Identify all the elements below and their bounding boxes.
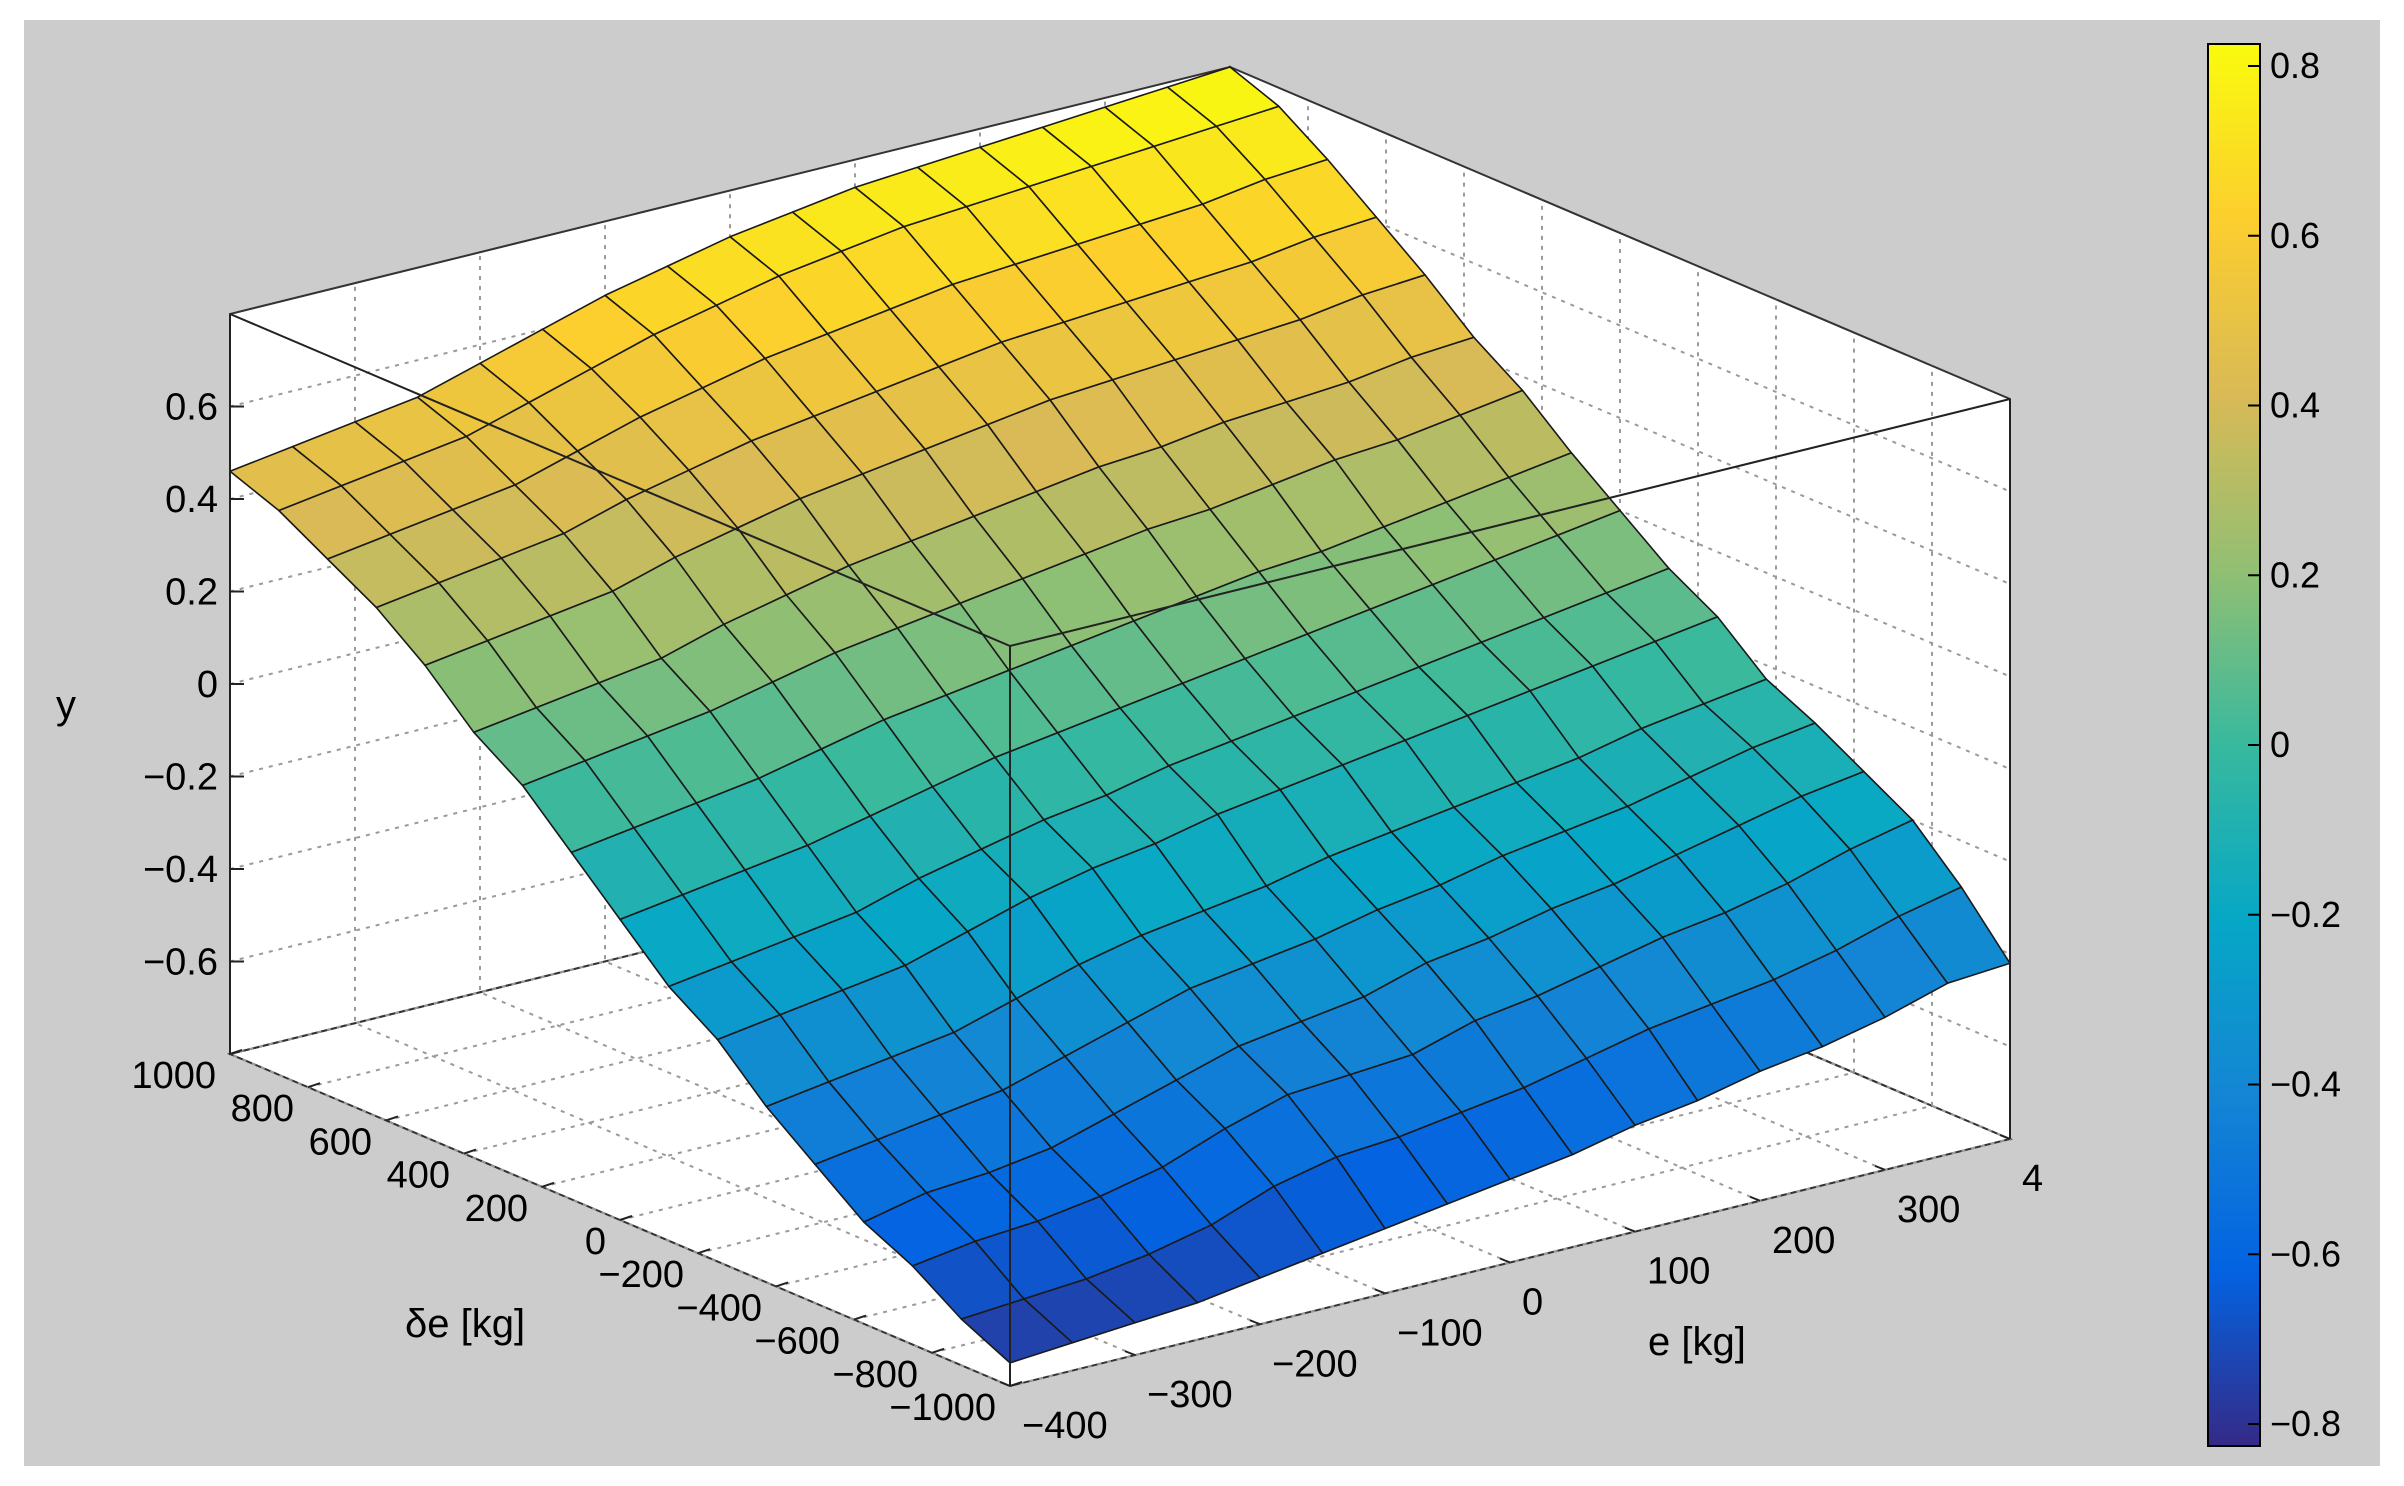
z-tick-label: −0.6: [143, 942, 218, 984]
colorbar: 0.8 0.6 0.4 0.2 0 −0.2 −0.4 −0.6 −0.8: [2207, 43, 2341, 1447]
colorbar-tick-label: −0.6: [2270, 1233, 2341, 1274]
y-tick-mark: [463, 1148, 477, 1155]
y-tick-label: 600: [309, 1121, 372, 1163]
x-tick-mark: [1999, 1134, 2011, 1140]
y-tick-label: 400: [387, 1155, 450, 1197]
y-tick-mark: [697, 1248, 711, 1255]
y-tick-label: 1000: [131, 1055, 216, 1097]
y-tick-label: −1000: [889, 1387, 996, 1429]
z-tick-label: 0.2: [165, 572, 218, 614]
y-tick-mark: [931, 1347, 945, 1354]
x-tick-label: −100: [1397, 1312, 1483, 1354]
x-axis-label: e [kg]: [1648, 1320, 1746, 1364]
x-tick-label: −200: [1272, 1343, 1358, 1385]
colorbar-tick-label: −0.8: [2270, 1403, 2341, 1444]
colorbar-tick-label: −0.4: [2270, 1064, 2341, 1105]
y-tick-mark: [229, 1049, 243, 1055]
colorbar-tick-label: 0.4: [2270, 385, 2320, 426]
x-tick-label: 100: [1647, 1251, 1710, 1293]
y-axis-label: δe [kg]: [405, 1302, 525, 1346]
colorbar-ticks: 0.8 0.6 0.4 0.2 0 −0.2 −0.4 −0.6 −0.8: [2248, 45, 2341, 1444]
y-tick-mark: [1009, 1381, 1023, 1387]
z-tick-label: 0.4: [165, 479, 218, 521]
y-tick-label: −800: [832, 1354, 918, 1396]
x-axis-ticks: −400 −300 −200 −100 0 100 200 300 4: [999, 1134, 2043, 1447]
y-tick-label: −200: [598, 1254, 684, 1296]
x-tick-mark: [1249, 1319, 1261, 1326]
y-tick-label: −400: [676, 1287, 762, 1329]
x-tick-mark: [1874, 1164, 1886, 1171]
x-tick-mark: [1124, 1350, 1136, 1357]
z-axis-label: y: [56, 683, 76, 727]
x-tick-label: 0: [1522, 1282, 1543, 1324]
x-tick-label: 4: [2022, 1158, 2043, 1200]
colorbar-tick-label: 0.8: [2270, 45, 2320, 86]
y-tick-mark: [619, 1215, 633, 1221]
colorbar-tick-label: 0.2: [2270, 554, 2320, 595]
z-tick-label: 0: [197, 664, 218, 706]
x-tick-mark: [1374, 1288, 1386, 1295]
surface-face: [229, 445, 343, 512]
surface-mesh: [229, 66, 2011, 1364]
colorbar-tick-label: −0.2: [2270, 894, 2341, 935]
y-tick-label: −600: [754, 1321, 840, 1363]
y-tick-mark: [853, 1314, 867, 1321]
x-tick-label: 300: [1897, 1189, 1960, 1231]
y-tick-mark: [385, 1115, 399, 1122]
z-tick-label: 0.6: [165, 387, 218, 429]
x-tick-label: −400: [1022, 1405, 1108, 1447]
x-tick-mark: [1624, 1226, 1636, 1233]
x-tick-mark: [999, 1381, 1011, 1387]
x-tick-mark: [1749, 1195, 1761, 1202]
z-axis-ticks: −0.6 −0.4 −0.2 0 0.2 0.4 0.6: [143, 387, 244, 984]
y-tick-mark: [541, 1181, 555, 1188]
colorbar-tick-label: 0.6: [2270, 215, 2320, 256]
x-tick-label: 200: [1772, 1220, 1835, 1262]
x-tick-mark: [1499, 1257, 1511, 1264]
y-tick-mark: [307, 1082, 321, 1089]
y-tick-label: 800: [231, 1088, 294, 1130]
z-tick-label: −0.2: [143, 757, 218, 799]
y-tick-label: 0: [585, 1221, 606, 1263]
colorbar-tick-label: 0: [2270, 724, 2290, 765]
y-tick-label: 200: [465, 1188, 528, 1230]
y-tick-mark: [775, 1281, 789, 1288]
z-tick-label: −0.4: [143, 849, 218, 891]
x-tick-label: −300: [1147, 1374, 1233, 1416]
